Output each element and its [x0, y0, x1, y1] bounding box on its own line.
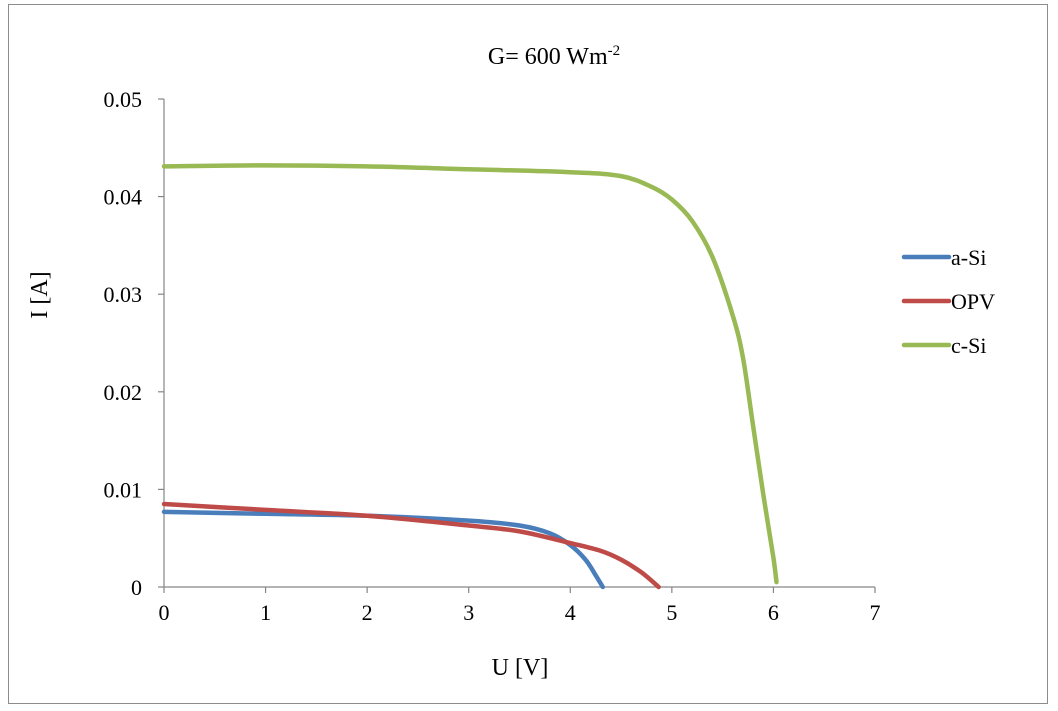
- y-tick-label: 0.04: [104, 185, 143, 210]
- chart-title-superscript: -2: [608, 43, 621, 59]
- chart-frame: G= 600 Wm-2 0 1 2 3 4 5 6 7 0 0.01 0.02 0.03 0.04 0.0…: [8, 4, 1048, 704]
- chart-svg: G= 600 Wm-2 0 1 2 3 4 5 6 7 0 0.01 0.02 0.03 0.04 0.0…: [27, 43, 995, 681]
- x-tick-label: 1: [260, 600, 271, 625]
- x-tick-label: 3: [463, 600, 474, 625]
- series-line-opv: [161, 501, 661, 590]
- x-tick-label: 7: [870, 600, 881, 625]
- x-tick-label: 2: [362, 600, 373, 625]
- series-layer: [161, 163, 779, 590]
- axes: 0 1 2 3 4 5 6 7 0 0.01 0.02 0.03 0.04 0.05: [104, 87, 881, 625]
- x-tick-label: 5: [666, 600, 677, 625]
- x-tick-label: 4: [565, 600, 576, 625]
- legend: a-Si OPV c-Si: [901, 245, 995, 358]
- legend-label-a-si: a-Si: [951, 245, 986, 270]
- legend-label-c-si: c-Si: [951, 333, 986, 358]
- chart-title-main: G= 600 Wm: [488, 44, 608, 70]
- series-line-a-si: [161, 509, 606, 590]
- y-axis-label: I [A]: [27, 271, 53, 318]
- y-tick-label: 0.01: [104, 477, 143, 502]
- series-line-c-si: [161, 163, 779, 585]
- x-tick-label: 0: [159, 600, 170, 625]
- x-axis-label: U [V]: [492, 655, 549, 681]
- chart-title: G= 600 Wm-2: [488, 43, 620, 70]
- y-tick-label: 0.03: [104, 282, 143, 307]
- x-tick-label: 6: [768, 600, 779, 625]
- y-tick-label: 0.02: [104, 380, 143, 405]
- y-tick-label: 0.05: [104, 87, 143, 112]
- y-tick-label: 0: [131, 575, 142, 600]
- legend-label-opv: OPV: [951, 289, 995, 314]
